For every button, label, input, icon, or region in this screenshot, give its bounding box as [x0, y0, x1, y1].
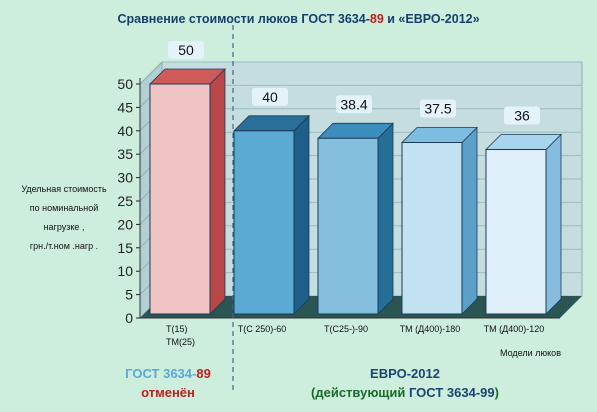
bar — [233, 130, 295, 315]
group-label-euro-2012: ЕВРО-2012 (действующий ГОСТ 3634-99) — [260, 364, 550, 402]
x-tick-label: Т(С25-)-90 — [324, 324, 368, 334]
y-tick-label: 5 — [125, 287, 133, 303]
data-label-box — [336, 95, 372, 114]
data-label-box — [168, 41, 204, 59]
group-label-gost-89-status: отменён — [141, 385, 195, 400]
data-label: 36 — [514, 108, 530, 124]
group-label-text: ГОСТ 3634- — [125, 366, 197, 381]
data-label-box — [252, 87, 288, 106]
group-label-highlight: ГОСТ 3634-99 — [408, 385, 495, 400]
bar-side — [377, 122, 394, 315]
x-tick-label: Т(С 250)-60 — [238, 324, 287, 334]
y-tick-label: 20 — [117, 216, 133, 232]
bar — [485, 149, 547, 315]
group-label-euro-2012-name: ЕВРО-2012 — [370, 366, 440, 381]
data-label: 50 — [178, 42, 194, 58]
y-axis-label-line: Удельная стоимость — [21, 184, 107, 194]
group-label-text: ) — [494, 385, 499, 400]
data-label: 37.5 — [424, 101, 451, 117]
y-tick-label: 25 — [117, 193, 133, 209]
group-label-euro-2012-status: (действующий ГОСТ 3634-99) — [260, 383, 550, 402]
data-label: 40 — [262, 89, 278, 105]
chart-title: Сравнение стоимости люков ГОСТ 3634-89 и… — [0, 12, 597, 26]
y-tick-label: 0 — [125, 310, 133, 326]
y-tick-label: 50 — [117, 76, 133, 92]
x-tick-label: Т(15) — [166, 324, 188, 334]
chart-title-highlight: 89 — [369, 12, 384, 26]
bar-side — [293, 114, 310, 315]
y-tick-label: 10 — [117, 263, 133, 279]
y-tick-label: 45 — [117, 99, 133, 115]
x-tick-label: ТМ (Д400)-120 — [484, 324, 545, 334]
y-tick-label: 30 — [117, 170, 133, 186]
group-label-gost-89: ГОСТ 3634-89 отменён — [108, 364, 228, 402]
bar-side — [461, 126, 478, 315]
chart-title-rest: и «ЕВРО-2012» — [383, 12, 480, 26]
y-axis-label: Удельная стоимость по номинальной нагруз… — [4, 180, 124, 256]
data-label-box — [420, 99, 456, 118]
x-axis-label: Модели люков — [500, 348, 561, 358]
chart-title-main: Сравнение стоимости люков ГОСТ 3634- — [117, 12, 370, 26]
group-label-text: (действующий — [311, 385, 409, 400]
y-axis-label-line: по номинальной — [29, 203, 99, 213]
y-tick-label: 35 — [117, 146, 133, 162]
y-tick-label: 15 — [117, 240, 133, 256]
bar-side — [545, 133, 562, 315]
y-tick-label: 40 — [117, 123, 133, 139]
x-tick-label: ТМ (Д400)-180 — [400, 324, 461, 334]
x-tick-label: ТМ(25) — [166, 337, 195, 347]
bar — [149, 83, 211, 315]
group-label-highlight: 89 — [196, 366, 211, 381]
y-axis-label-line: грн./т.ном .нагр . — [29, 241, 99, 251]
bar — [401, 142, 463, 315]
data-label-box — [504, 106, 540, 125]
bar — [317, 137, 379, 315]
group-label-gost-89-name: ГОСТ 3634-89 — [108, 364, 228, 383]
data-label: 38.4 — [340, 96, 367, 112]
bar-side — [209, 68, 226, 315]
grid-line-depth — [139, 61, 163, 85]
y-axis-label-line: нагрузке , — [43, 222, 85, 232]
